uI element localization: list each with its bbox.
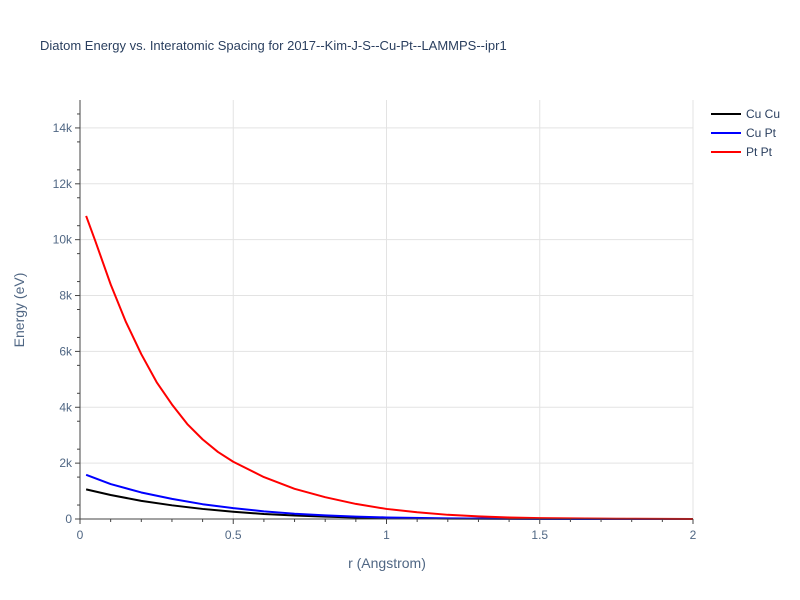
legend-item-cu-pt[interactable]: Cu Pt	[711, 126, 777, 140]
y-tick-label: 14k	[53, 121, 73, 135]
series-line-pt-pt[interactable]	[85, 215, 694, 520]
y-tick-label: 4k	[59, 400, 73, 414]
x-tick-label: 2	[690, 528, 697, 542]
y-tick-label: 6k	[59, 344, 73, 358]
legend-label: Cu Pt	[746, 126, 777, 140]
legend-label: Pt Pt	[746, 145, 773, 159]
x-tick-label: 1	[383, 528, 390, 542]
legend[interactable]: Cu Cu Cu Pt Pt Pt	[711, 107, 780, 159]
legend-item-cu-cu[interactable]: Cu Cu	[711, 107, 780, 121]
y-tick-label: 2k	[59, 456, 73, 470]
legend-item-pt-pt[interactable]: Pt Pt	[711, 145, 773, 159]
legend-label: Cu Cu	[746, 107, 780, 121]
axes: 0 2k 4k 6k 8k 10k 12k 14k 0 0.5 1 1.5 2	[53, 100, 697, 542]
y-tick-label: 8k	[59, 289, 73, 303]
series-line-cu-cu[interactable]	[85, 488, 694, 520]
x-tick-label: 0.5	[225, 528, 242, 542]
y-tick-label: 10k	[53, 233, 73, 247]
x-tick-label: 1.5	[531, 528, 548, 542]
y-tick-label: 0	[65, 512, 72, 526]
grid-lines	[80, 100, 694, 519]
x-tick-label: 0	[77, 528, 84, 542]
x-axis-title: r (Angstrom)	[348, 555, 426, 571]
chart-title: Diatom Energy vs. Interatomic Spacing fo…	[40, 38, 507, 53]
y-axis-title: Energy (eV)	[11, 273, 27, 348]
series-line-cu-pt[interactable]	[85, 473, 694, 520]
y-tick-label: 12k	[53, 177, 73, 191]
series-lines	[85, 215, 694, 520]
